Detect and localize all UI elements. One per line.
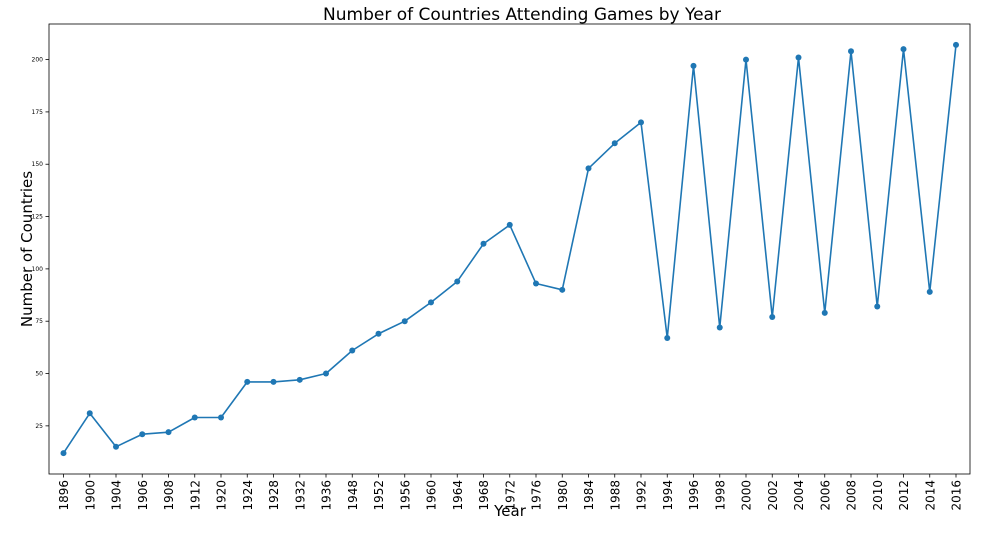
y-tick-label: 50: [35, 371, 43, 378]
x-tick-label: 1936: [320, 480, 334, 511]
y-tick-label: 200: [32, 57, 44, 64]
data-point: [296, 376, 303, 383]
plot-area: [60, 41, 959, 457]
x-tick-label: 1906: [136, 480, 150, 511]
data-point: [86, 410, 93, 417]
data-point: [113, 443, 119, 450]
data-point: [769, 314, 776, 321]
x-tick-label: 2008: [845, 480, 859, 511]
y-axis-label: Number of Countries: [18, 171, 36, 327]
x-tick-label: 1948: [346, 480, 360, 511]
y-tick-label: 175: [32, 109, 44, 116]
x-tick-label: 1964: [451, 480, 465, 511]
data-point: [533, 280, 539, 287]
data-point: [480, 240, 487, 247]
x-tick-label: 1956: [398, 480, 412, 511]
data-point: [638, 119, 644, 126]
x-tick-label: 1928: [267, 480, 281, 511]
x-tick-label: 2016: [950, 480, 964, 511]
y-axis: 25 50 75 100 125 150 175 200: [32, 57, 49, 430]
y-tick-label: 150: [32, 161, 44, 168]
x-tick-label: 1932: [293, 480, 307, 511]
x-tick-label: 1996: [687, 480, 701, 511]
data-point: [270, 378, 277, 385]
y-tick-label: 125: [32, 214, 44, 221]
x-tick-label: 2014: [923, 480, 937, 511]
x-tick-label: 1980: [556, 480, 570, 511]
x-tick-label: 1960: [425, 480, 439, 511]
data-point: [401, 318, 408, 325]
x-tick-label: 1998: [713, 480, 727, 511]
x-tick-label: 1968: [477, 480, 491, 511]
x-tick-label: 2012: [897, 480, 911, 511]
data-point: [795, 54, 802, 61]
data-point: [716, 324, 723, 331]
x-tick-label: 2002: [766, 480, 780, 511]
x-tick-label: 1992: [635, 480, 649, 511]
data-point: [848, 48, 854, 55]
x-tick-label: 1900: [83, 480, 97, 511]
x-tick-label: 1972: [503, 480, 517, 511]
x-tick-label: 1952: [372, 480, 386, 511]
data-point: [165, 429, 172, 436]
data-point: [506, 221, 513, 228]
x-tick-label: 2010: [871, 480, 885, 511]
x-tick-label: 1920: [215, 480, 229, 511]
data-point: [743, 56, 749, 63]
data-point: [900, 46, 907, 53]
data-point: [664, 334, 671, 341]
x-tick-label: 1984: [582, 480, 596, 511]
data-point: [191, 414, 198, 421]
data-point: [454, 278, 461, 285]
x-tick-label: 1896: [57, 480, 71, 511]
data-point: [244, 378, 251, 385]
x-tick-label: 2004: [792, 480, 806, 511]
data-point: [611, 140, 618, 147]
data-point: [139, 431, 146, 438]
series-line: [62, 44, 957, 454]
data-point: [349, 347, 356, 354]
data-point: [60, 450, 67, 457]
data-point: [323, 370, 329, 377]
data-point: [953, 41, 959, 48]
data-point: [428, 299, 434, 306]
data-point: [559, 286, 566, 293]
y-tick-label: 75: [35, 318, 43, 325]
data-point: [926, 288, 933, 295]
x-axis: 1896 1900 1904 1906 1908 1912 1920 1924 1928 1932…: [57, 474, 964, 511]
x-tick-label: 2006: [818, 480, 832, 511]
x-tick-label: 1924: [241, 480, 255, 511]
x-tick-label: 1976: [530, 480, 544, 511]
chart-title: Number of Countries Attending Games by Y…: [323, 5, 721, 25]
data-point: [585, 165, 592, 172]
x-tick-label: 1912: [188, 480, 202, 511]
x-tick-label: 1994: [661, 480, 675, 511]
data-point: [821, 309, 828, 316]
x-tick-label: 1908: [162, 480, 176, 511]
x-tick-label: 2000: [740, 480, 754, 511]
y-tick-label: 100: [32, 266, 44, 273]
x-tick-label: 1904: [110, 480, 124, 511]
y-tick-label: 25: [35, 423, 43, 430]
data-point: [874, 303, 881, 310]
data-point: [375, 330, 382, 337]
x-axis-label: Year: [493, 502, 527, 520]
x-tick-label: 1988: [608, 480, 622, 511]
data-point: [690, 62, 697, 69]
data-point: [218, 414, 224, 421]
